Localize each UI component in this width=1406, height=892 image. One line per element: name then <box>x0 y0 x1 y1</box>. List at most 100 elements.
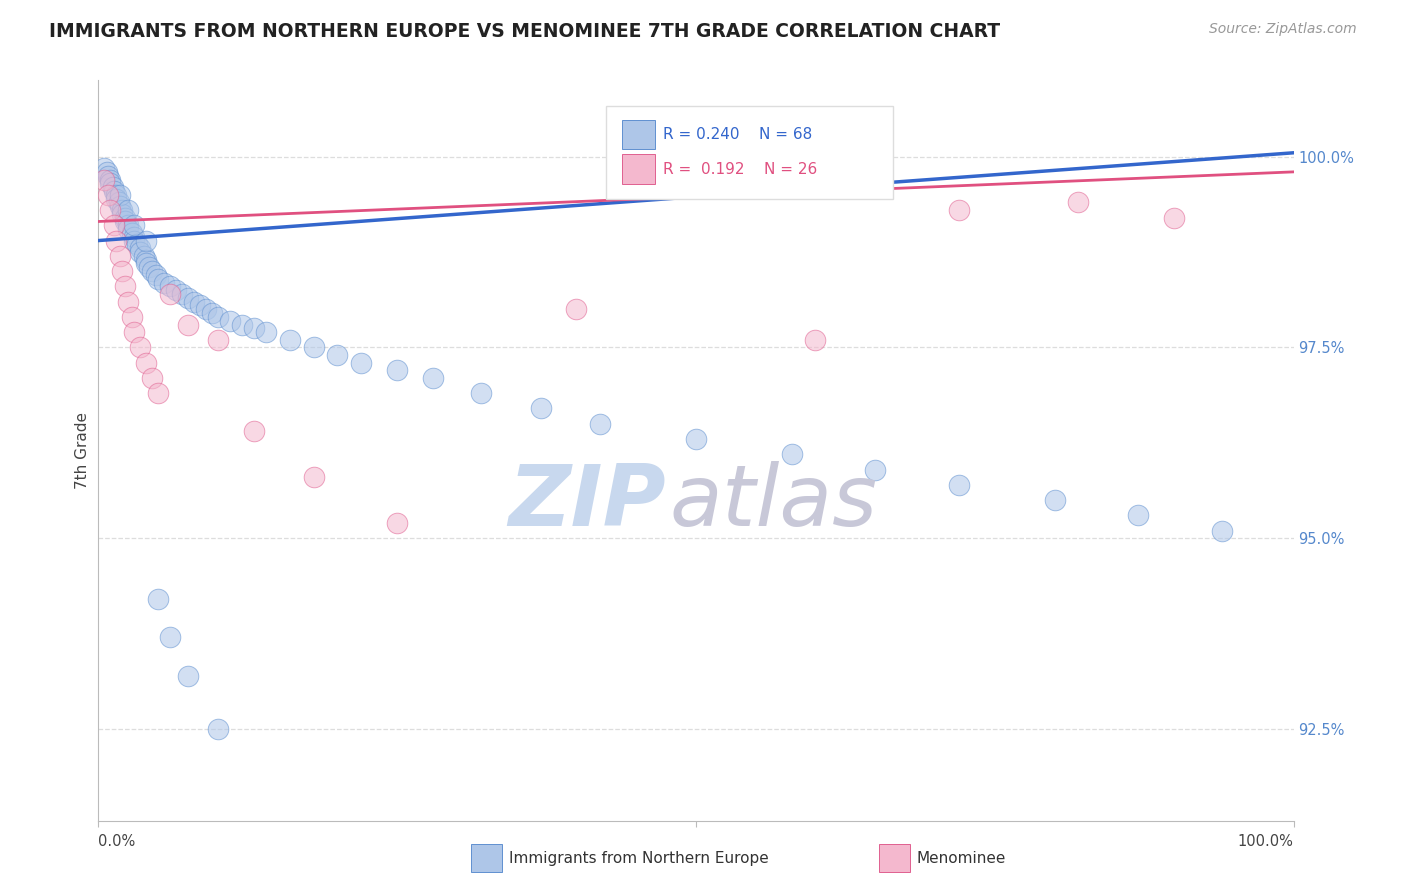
Point <box>105 234 128 248</box>
Point <box>1043 493 1066 508</box>
Point <box>243 321 266 335</box>
Point <box>589 417 612 431</box>
Text: 100.0%: 100.0% <box>1237 834 1294 849</box>
Point <box>108 249 131 263</box>
Point <box>188 298 211 312</box>
Point <box>177 318 200 332</box>
Point <box>207 310 229 324</box>
Y-axis label: 7th Grade: 7th Grade <box>75 412 90 489</box>
Point <box>530 401 553 416</box>
Point <box>101 180 124 194</box>
Point <box>1067 195 1090 210</box>
Point <box>780 447 803 461</box>
Text: Source: ZipAtlas.com: Source: ZipAtlas.com <box>1209 22 1357 37</box>
Point <box>129 340 152 354</box>
Point <box>685 432 707 446</box>
Text: Immigrants from Northern Europe: Immigrants from Northern Europe <box>509 851 769 865</box>
Point <box>135 356 157 370</box>
Point <box>111 264 134 278</box>
Point <box>93 161 115 175</box>
Point <box>148 271 170 285</box>
Point <box>117 202 139 217</box>
Point <box>117 222 139 236</box>
Point <box>124 219 146 233</box>
Point <box>124 325 146 339</box>
Point <box>129 245 152 260</box>
Point <box>243 425 266 439</box>
Point <box>98 202 122 217</box>
Point <box>1128 508 1150 523</box>
Point <box>278 333 301 347</box>
Point <box>105 187 128 202</box>
Text: 0.0%: 0.0% <box>98 834 135 849</box>
Point <box>1211 524 1233 538</box>
Point <box>172 287 194 301</box>
Point <box>108 199 131 213</box>
Point <box>135 256 157 270</box>
Point <box>97 187 120 202</box>
Point <box>195 302 218 317</box>
Point <box>201 306 224 320</box>
Point <box>565 302 588 317</box>
Point <box>804 333 827 347</box>
Point <box>159 631 181 645</box>
Point <box>153 276 176 290</box>
Point <box>107 195 129 210</box>
Point <box>165 283 187 297</box>
Point <box>138 260 160 275</box>
Point <box>117 294 139 309</box>
Point <box>219 314 242 328</box>
Point <box>98 177 122 191</box>
Point <box>302 340 325 354</box>
Point <box>114 279 136 293</box>
Point <box>350 356 373 370</box>
Point <box>111 202 134 217</box>
Point <box>103 219 125 233</box>
Text: ZIP: ZIP <box>509 461 666 544</box>
Point <box>422 371 444 385</box>
Point <box>129 241 152 255</box>
Point <box>231 318 253 332</box>
FancyBboxPatch shape <box>621 154 655 184</box>
Point <box>207 333 229 347</box>
Point <box>114 211 136 225</box>
Point <box>124 234 146 248</box>
Point <box>111 207 134 221</box>
Point <box>135 234 157 248</box>
Point <box>124 229 146 244</box>
Point <box>948 202 970 217</box>
Text: IMMIGRANTS FROM NORTHERN EUROPE VS MENOMINEE 7TH GRADE CORRELATION CHART: IMMIGRANTS FROM NORTHERN EUROPE VS MENOM… <box>49 22 1000 41</box>
Point <box>98 172 122 186</box>
Point <box>125 237 148 252</box>
FancyBboxPatch shape <box>606 106 893 199</box>
Point <box>865 462 887 476</box>
Text: atlas: atlas <box>669 461 877 544</box>
Point <box>177 291 200 305</box>
Text: R = 0.240    N = 68: R = 0.240 N = 68 <box>662 127 811 142</box>
Point <box>948 478 970 492</box>
Point <box>183 294 205 309</box>
Point <box>141 371 163 385</box>
Point <box>114 214 136 228</box>
Point <box>207 722 229 736</box>
Point <box>177 668 200 682</box>
Point <box>103 184 125 198</box>
Point <box>385 516 409 530</box>
FancyBboxPatch shape <box>621 120 655 149</box>
Point <box>385 363 409 377</box>
Point <box>117 219 139 233</box>
Point <box>97 169 120 183</box>
Point <box>93 172 115 186</box>
Point <box>148 386 170 401</box>
Point <box>145 268 167 282</box>
Point <box>1163 211 1185 225</box>
Point <box>159 287 181 301</box>
Point <box>121 310 143 324</box>
Point <box>105 192 128 206</box>
Point <box>326 348 349 362</box>
Text: R =  0.192    N = 26: R = 0.192 N = 26 <box>662 161 817 177</box>
Point <box>254 325 277 339</box>
Point <box>148 592 170 607</box>
Point <box>159 279 181 293</box>
Point <box>96 165 118 179</box>
